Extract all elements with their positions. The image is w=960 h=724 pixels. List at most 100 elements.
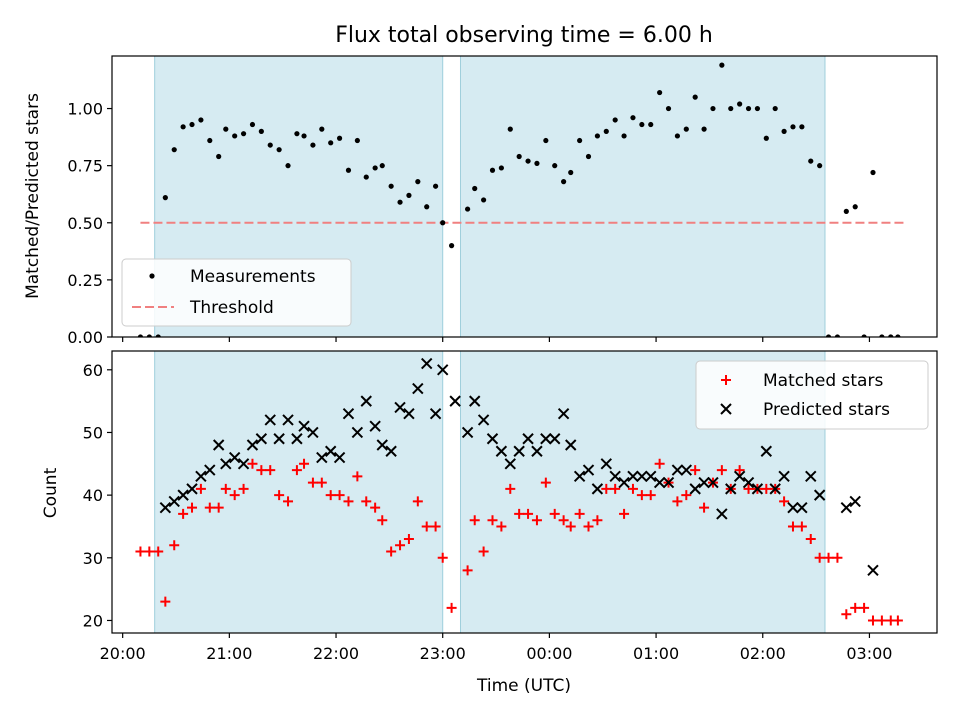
predicted-star-point (689, 483, 701, 495)
measurement-point (665, 105, 672, 112)
measurement-point (879, 334, 885, 337)
predicted-star-point (707, 476, 719, 489)
matched-star-point (325, 490, 336, 501)
matched-star-point (583, 521, 594, 532)
predicted-star-point (394, 401, 406, 414)
matched-star-point (370, 502, 381, 513)
measurement-point (319, 126, 325, 132)
measurement-point (861, 334, 867, 337)
measurement-point (507, 126, 513, 132)
x-tick-label: 22:00 (313, 644, 359, 663)
measurement-point (639, 121, 645, 128)
predicted-star-point (412, 382, 424, 395)
measurement-point (719, 62, 725, 68)
y-tick-label: 40 (83, 486, 103, 505)
matched-star-point (636, 490, 647, 501)
predicted-star-point (522, 433, 534, 445)
matched-star-point (462, 565, 473, 576)
predicted-star-point (645, 470, 657, 483)
measurement-point (267, 142, 273, 148)
measurement-point (258, 128, 264, 134)
matched-star-point (850, 602, 861, 613)
predicted-star-point (680, 464, 693, 476)
measurement-point (763, 135, 769, 141)
legend-box (695, 360, 929, 430)
matched-star-point (565, 521, 576, 532)
measurement-point (489, 167, 496, 173)
predicted-star-point (600, 458, 612, 470)
measurement-point (692, 94, 698, 100)
matched-star-point (386, 546, 397, 557)
measurement-point (674, 133, 681, 139)
matched-star-point (291, 465, 302, 476)
predicted-star-point (360, 395, 372, 407)
measurement-point (207, 137, 213, 144)
matched-star-point (805, 534, 816, 544)
matched-star-point (610, 483, 621, 494)
predicted-star-point (461, 426, 474, 439)
measurement-point (424, 204, 430, 210)
matched-star-point (421, 521, 432, 532)
legend-label-matched: Matched stars (763, 371, 883, 391)
matched-star-point (204, 502, 215, 513)
predicted-star-point (627, 470, 639, 483)
measurement-point (516, 153, 522, 160)
plot-area (137, 62, 905, 337)
predicted-star-point (255, 433, 268, 445)
matched-star-point (395, 540, 406, 551)
predicted-star-point (733, 470, 746, 483)
predicted-star-point (504, 458, 516, 470)
measurement-point (223, 126, 229, 132)
measurement-point (406, 192, 412, 198)
matched-star-point (437, 552, 448, 563)
measurement-point (440, 220, 446, 226)
predicted-star-point (403, 407, 415, 420)
measurement-point (216, 153, 222, 160)
matched-star-point (699, 502, 710, 513)
matched-star-point (469, 515, 480, 526)
predicted-star-point (549, 433, 561, 445)
predicted-star-point (246, 439, 259, 451)
x-tick-label: 02:00 (740, 644, 786, 663)
predicted-star-point (282, 414, 294, 426)
observing-span (459, 55, 826, 338)
predicted-star-point (273, 433, 285, 445)
x-tick-label: 23:00 (420, 644, 466, 663)
predicted-star-point (662, 476, 675, 489)
bottom-legend: Matched stars Predicted stars (695, 360, 929, 430)
matched-star-point (430, 521, 441, 532)
predicted-star-point (486, 433, 499, 445)
measurement-point (790, 124, 796, 130)
measurement-point (561, 179, 567, 185)
predicted-star-point (342, 407, 355, 420)
matched-star-point (412, 496, 423, 507)
axes-frame (111, 350, 938, 634)
predicted-star-point (177, 489, 189, 501)
matched-star-point (761, 483, 772, 494)
measurement-point (379, 163, 385, 169)
matched-star-point (743, 483, 754, 494)
predicted-star-point (609, 470, 621, 483)
predicted-star-point (742, 476, 755, 489)
matched-star-point (229, 490, 240, 501)
predicted-star-point (698, 476, 710, 489)
predicted-star-point (636, 470, 648, 483)
matched-star-point (478, 546, 489, 557)
matched-star-point (169, 540, 180, 551)
predicted-star-point (376, 439, 388, 451)
predicted-star-point (449, 395, 461, 407)
matched-star-point (681, 490, 692, 501)
predicted-star-point (186, 483, 198, 495)
predicted-star-point (316, 451, 328, 464)
measurement-point (285, 163, 291, 169)
measurement-point (701, 126, 707, 132)
matched-star-point (601, 483, 612, 494)
matched-star-point (823, 552, 834, 563)
measurement-point (137, 334, 144, 337)
predicted-star-point (618, 476, 630, 489)
measurement-point (630, 115, 636, 121)
predicted-star-point (437, 364, 449, 376)
measurement-point (728, 105, 734, 112)
predicted-star-point (195, 470, 207, 483)
